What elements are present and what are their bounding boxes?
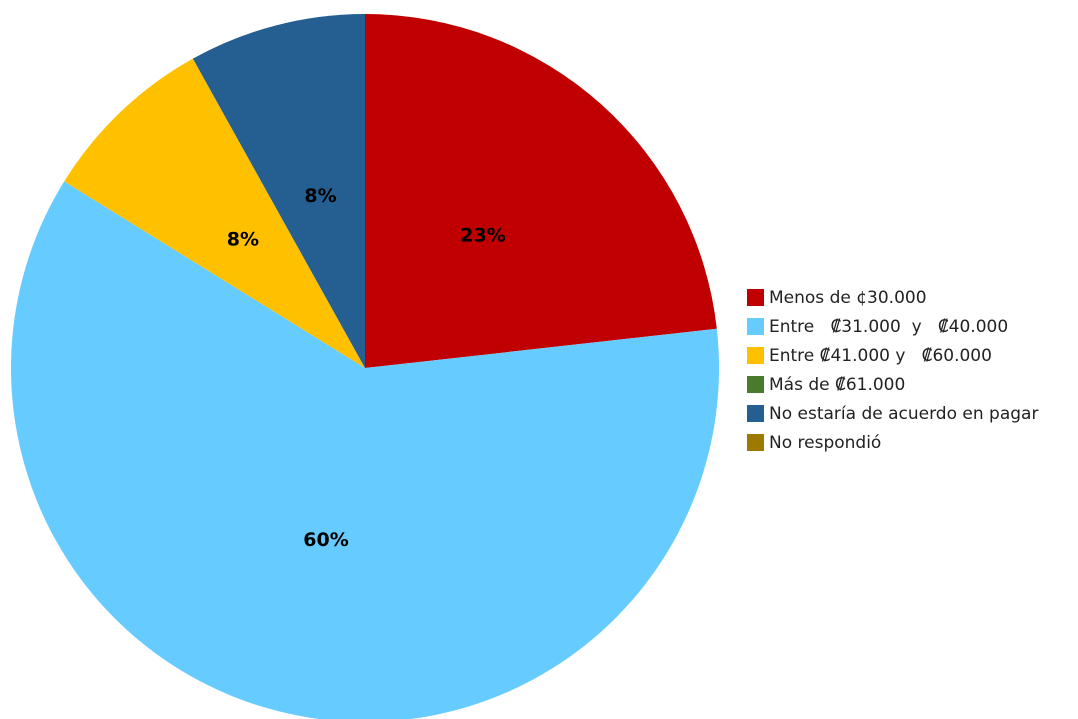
legend-label: No respondió <box>769 433 881 453</box>
data-label: 60% <box>303 529 348 551</box>
pie-slice <box>64 58 365 369</box>
pie-slice <box>365 14 717 368</box>
legend-swatch <box>747 347 764 364</box>
legend-swatch <box>747 289 764 306</box>
data-label: 8% <box>227 228 259 250</box>
legend-swatch <box>747 318 764 335</box>
data-label: 8% <box>304 185 336 207</box>
legend-label: Entre ₡31.000 y ₡40.000 <box>769 317 1008 337</box>
pie-slice <box>192 14 365 368</box>
legend-swatch <box>747 376 764 393</box>
data-label: 23% <box>460 225 505 247</box>
legend-label: Menos de ¢30.000 <box>769 288 927 308</box>
legend-label: Más de ₡61.000 <box>769 375 905 395</box>
legend-swatch <box>747 405 764 422</box>
legend-swatch <box>747 434 764 451</box>
legend-label: Entre ₡41.000 y ₡60.000 <box>769 346 992 366</box>
legend-label: No estaría de acuerdo en pagar <box>769 404 1038 424</box>
pie-slice <box>11 181 719 719</box>
